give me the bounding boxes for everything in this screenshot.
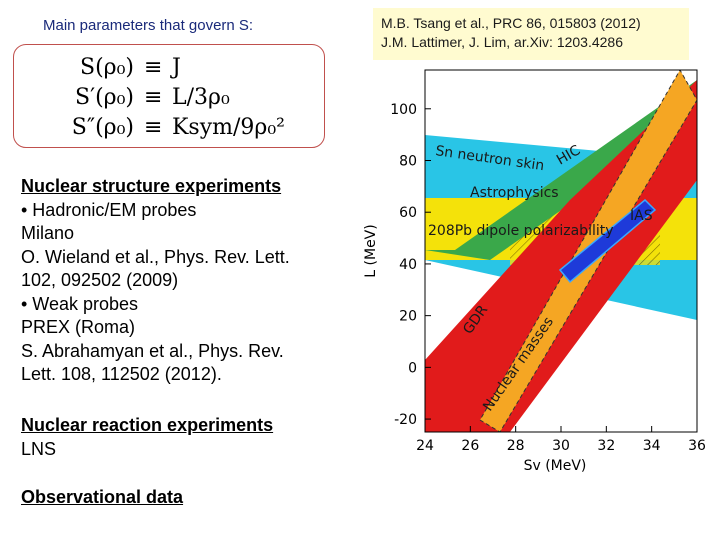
band-label: IAS [630, 208, 653, 224]
formula-equiv: ≡ [144, 55, 163, 80]
y-tick-label: -20 [394, 412, 417, 428]
reference-line: M.B. Tsang et al., PRC 86, 015803 (2012) [381, 15, 641, 31]
y-tick-label: 0 [408, 360, 417, 376]
formula-rhs: Ksym/9ρ₀² [172, 115, 285, 140]
formula-equiv: ≡ [144, 85, 163, 110]
formula-lhs: S′(ρ₀) [75, 85, 134, 110]
structure-section: Nuclear structure experiments • Hadronic… [21, 175, 290, 387]
x-tick-label: 32 [597, 438, 615, 454]
x-axis-title: Sv (MeV) [524, 458, 587, 474]
x-tick-label: 24 [416, 438, 434, 454]
formula-box: S(ρ₀) ≡ J S′(ρ₀) ≡ L/3ρ₀ S″(ρ₀) ≡ Ksym/9… [13, 44, 325, 148]
structure-line: PREX (Roma) [21, 317, 136, 337]
y-axis: -20 0 20 40 60 80 100 [390, 102, 431, 428]
formula-rhs: J [172, 55, 181, 80]
reaction-heading: Nuclear reaction experiments [21, 415, 274, 435]
y-tick-label: 60 [399, 205, 417, 221]
structure-line: • Hadronic/EM probes [21, 199, 197, 220]
formula-lhs: S″(ρ₀) [71, 115, 134, 140]
plot-area [425, 70, 697, 432]
formula-equiv: ≡ [144, 115, 163, 140]
structure-line: 102, 092502 (2009) [21, 270, 179, 290]
x-tick-label: 30 [552, 438, 570, 454]
x-tick-label: 26 [461, 438, 479, 454]
structure-line: Milano [21, 223, 75, 243]
y-tick-label: 20 [399, 309, 417, 325]
structure-line: O. Wieland et al., Phys. Rev. Lett. [21, 246, 290, 267]
constraints-chart: Sn neutron skin HIC Astrophysics 208Pb d… [363, 69, 706, 474]
observational-heading: Observational data [21, 487, 184, 507]
y-tick-label: 40 [399, 257, 417, 273]
x-tick-label: 34 [643, 438, 661, 454]
reaction-line: LNS [21, 438, 57, 459]
y-axis-title: L (MeV) [363, 224, 379, 277]
band-label: Astrophysics [470, 185, 559, 201]
reference-line: J.M. Lattimer, J. Lim, ar.Xiv: 1203.4286 [381, 34, 623, 50]
page-title: Main parameters that govern S: [43, 17, 254, 34]
structure-heading: Nuclear structure experiments [21, 176, 282, 196]
y-tick-label: 100 [390, 102, 417, 118]
x-axis: 24 26 28 30 32 34 36 [416, 426, 706, 454]
formula-lhs: S(ρ₀) [80, 55, 134, 80]
x-tick-label: 28 [507, 438, 525, 454]
ias-band [558, 198, 657, 284]
reaction-section: Nuclear reaction experiments LNS [21, 414, 273, 461]
reference-box: M.B. Tsang et al., PRC 86, 015803 (2012)… [373, 8, 689, 60]
structure-line: Lett. 108, 112502 (2012). [21, 364, 222, 384]
observational-section: Observational data [21, 486, 183, 510]
y-tick-label: 80 [399, 154, 417, 170]
formula-rhs: L/3ρ₀ [172, 85, 230, 110]
structure-line: • Weak probes [21, 293, 139, 314]
band-label: 208Pb dipole polarizability [428, 223, 614, 239]
structure-line: S. Abrahamyan et al., Phys. Rev. [21, 340, 284, 361]
x-tick-label: 36 [688, 438, 706, 454]
